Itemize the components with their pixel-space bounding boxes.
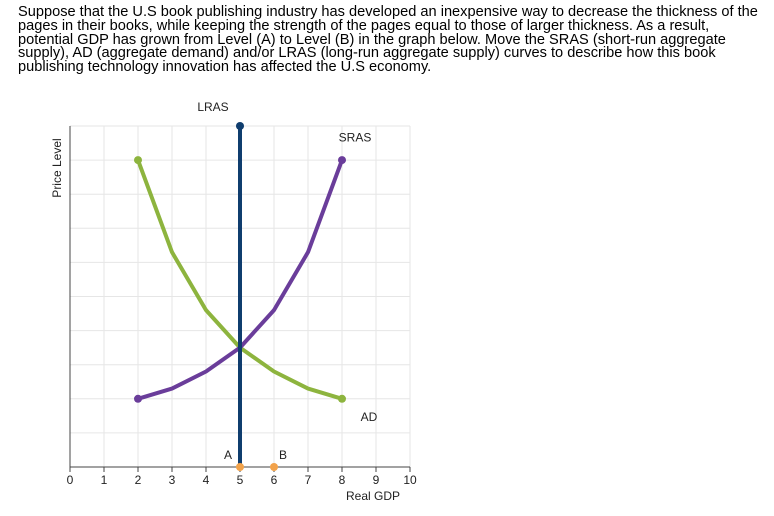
x-tick-label: 5 xyxy=(237,473,244,487)
x-tick-label: 9 xyxy=(373,473,380,487)
x-tick-label: 6 xyxy=(271,473,278,487)
x-axis-label: Real GDP xyxy=(346,489,400,503)
point-label: A xyxy=(224,448,232,462)
y-axis-label: Price Level xyxy=(50,138,64,197)
x-tick-label: 10 xyxy=(403,473,417,487)
lras-endpoint xyxy=(236,122,244,130)
x-tick-label: 4 xyxy=(203,473,210,487)
point-label: B xyxy=(279,448,287,462)
curve-label: LRAS xyxy=(197,100,228,114)
curve-label: AD xyxy=(361,410,378,424)
endpoint xyxy=(338,156,346,165)
gdp-point xyxy=(270,463,278,471)
x-tick-label: 3 xyxy=(169,473,176,487)
gdp-point xyxy=(236,463,244,471)
x-tick-label: 2 xyxy=(135,473,142,487)
endpoint xyxy=(338,394,346,403)
question-text: Suppose that the U.S book publishing ind… xyxy=(18,4,758,76)
x-tick-label: 1 xyxy=(101,473,108,487)
endpoint xyxy=(134,156,142,165)
x-tick-label: 8 xyxy=(339,473,346,487)
curve-label: SRAS xyxy=(339,130,372,144)
endpoint xyxy=(134,394,142,403)
x-tick-label: 0 xyxy=(67,473,74,487)
x-tick-label: 7 xyxy=(305,473,312,487)
